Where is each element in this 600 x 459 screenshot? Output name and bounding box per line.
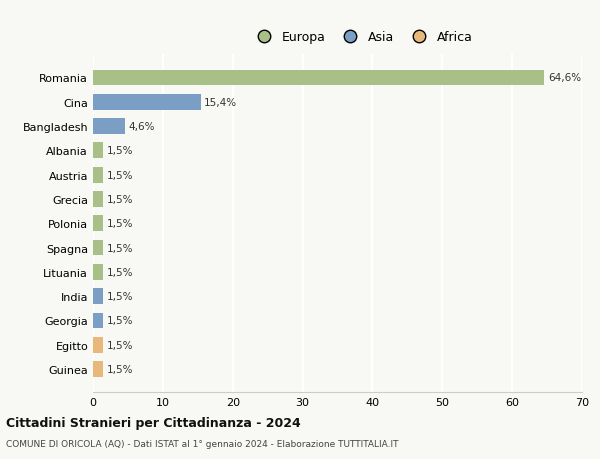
Bar: [93, 361, 103, 377]
Bar: [93, 95, 200, 111]
Text: 1,5%: 1,5%: [107, 364, 133, 374]
Text: 1,5%: 1,5%: [107, 267, 133, 277]
Bar: [93, 70, 544, 86]
Bar: [93, 192, 103, 207]
Bar: [93, 168, 103, 183]
Legend: Europa, Asia, Africa: Europa, Asia, Africa: [248, 28, 476, 48]
Text: 64,6%: 64,6%: [548, 73, 581, 83]
Text: 1,5%: 1,5%: [107, 340, 133, 350]
Bar: [93, 240, 103, 256]
Text: Cittadini Stranieri per Cittadinanza - 2024: Cittadini Stranieri per Cittadinanza - 2…: [6, 416, 301, 429]
Text: 1,5%: 1,5%: [107, 170, 133, 180]
Bar: [93, 216, 103, 232]
Text: 1,5%: 1,5%: [107, 316, 133, 326]
Bar: [93, 119, 125, 134]
Text: 1,5%: 1,5%: [107, 146, 133, 156]
Bar: [93, 313, 103, 329]
Bar: [93, 337, 103, 353]
Bar: [93, 143, 103, 159]
Text: 4,6%: 4,6%: [128, 122, 155, 132]
Bar: [93, 264, 103, 280]
Text: 1,5%: 1,5%: [107, 291, 133, 302]
Text: 15,4%: 15,4%: [204, 98, 237, 107]
Bar: [93, 289, 103, 304]
Text: COMUNE DI ORICOLA (AQ) - Dati ISTAT al 1° gennaio 2024 - Elaborazione TUTTITALIA: COMUNE DI ORICOLA (AQ) - Dati ISTAT al 1…: [6, 439, 398, 448]
Text: 1,5%: 1,5%: [107, 219, 133, 229]
Text: 1,5%: 1,5%: [107, 243, 133, 253]
Text: 1,5%: 1,5%: [107, 195, 133, 205]
